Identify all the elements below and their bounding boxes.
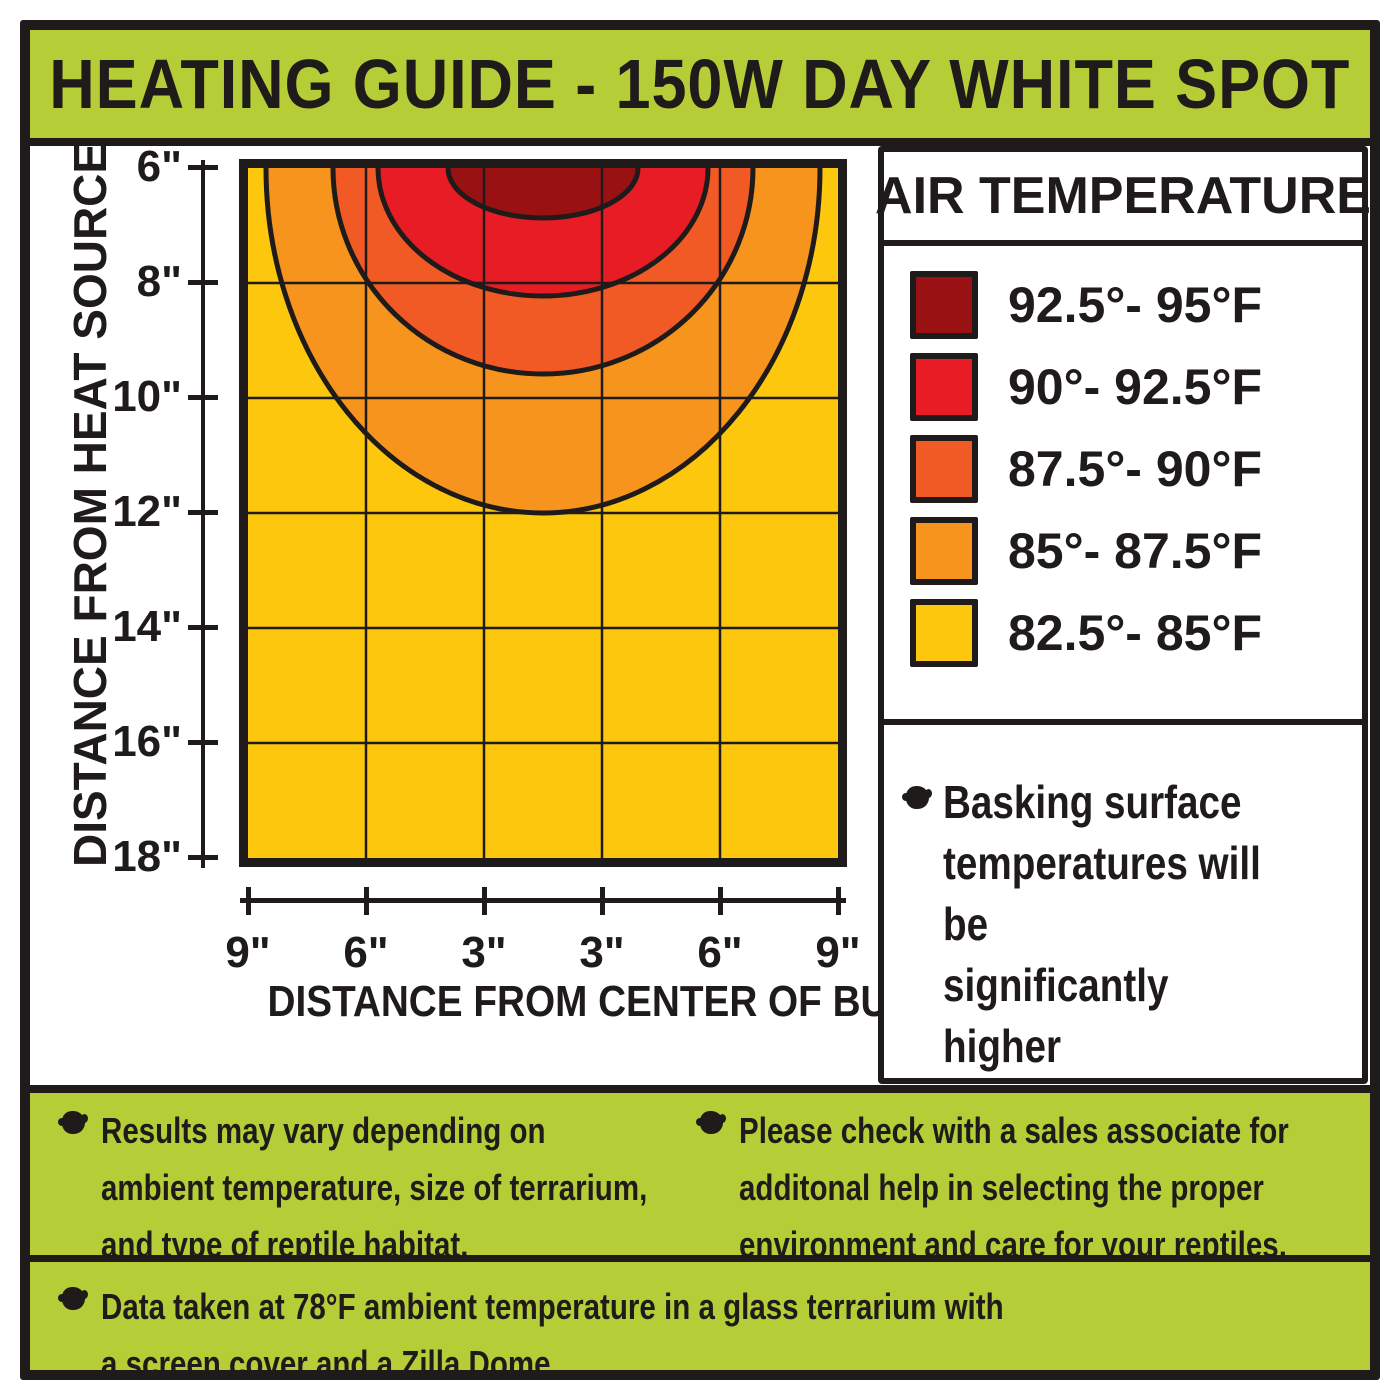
- title-band: HEATING GUIDE - 150W DAY WHITE SPOT: [30, 30, 1370, 146]
- y-tick-10: [188, 395, 218, 400]
- panel-divider: [884, 719, 1362, 725]
- note-band-top: [30, 1085, 1370, 1262]
- y-tick-16: [188, 740, 218, 745]
- x-tick-6: [836, 887, 841, 915]
- page-title: HEATING GUIDE - 150W DAY WHITE SPOT: [49, 45, 1351, 123]
- y-tick-label: 8": [136, 257, 182, 306]
- x-tick-label: 6": [697, 928, 743, 977]
- legend-swatch-87-90: [910, 435, 978, 503]
- legend-rows: 92.5°- 95°F 90°- 92.5°F 87.5°- 90°F 85°-…: [884, 246, 1362, 674]
- legend-row: 92.5°- 95°F: [910, 264, 1362, 346]
- x-tick-label: 9": [225, 928, 271, 977]
- x-axis-label: DISTANCE FROM CENTER OF BULB: [267, 977, 941, 1026]
- y-tick-18: [188, 855, 218, 860]
- legend-row: 90°- 92.5°F: [910, 346, 1362, 428]
- legend-panel: AIR TEMPERATURE 92.5°- 95°F 90°- 92.5°F …: [875, 146, 1371, 1316]
- x-tick-label: 9": [815, 928, 861, 977]
- x-tick-2: [364, 887, 369, 915]
- splat-bullet-icon: [58, 1111, 88, 1134]
- legend-swatch-90-92: [910, 353, 978, 421]
- sales-note: Please check with a sales associate for …: [696, 1102, 1400, 1273]
- legend-row: 82.5°- 85°F: [910, 592, 1362, 674]
- splat-bullet-icon: [58, 1287, 88, 1310]
- legend-range-label: 85°- 87.5°F: [1008, 523, 1263, 579]
- x-tick-label: 3": [579, 928, 625, 977]
- legend-range-label: 90°- 92.5°F: [1008, 359, 1263, 415]
- data-source-note: Data taken at 78°F ambient temperature i…: [58, 1278, 1400, 1392]
- note-band-bottom: [30, 1262, 1370, 1370]
- x-tick-1: [246, 887, 251, 915]
- heatmap-plot: [239, 0, 847, 867]
- legend-row: 85°- 87.5°F: [910, 510, 1362, 592]
- legend-row: 87.5°- 90°F: [910, 428, 1362, 510]
- y-tick-label: 6": [136, 142, 182, 191]
- data-source-note-text: Data taken at 78°F ambient temperature i…: [101, 1286, 1004, 1384]
- x-tick-5: [718, 887, 723, 915]
- legend-range-label: 82.5°- 85°F: [1008, 605, 1263, 661]
- results-note-text: Results may vary depending on ambient te…: [101, 1110, 648, 1265]
- y-tick-8: [188, 280, 218, 285]
- sales-note-text: Please check with a sales associate for …: [739, 1110, 1289, 1265]
- y-tick-label: 10": [112, 372, 182, 421]
- y-tick-label: 14": [112, 602, 182, 651]
- y-tick-12: [188, 510, 218, 515]
- results-note: Results may vary depending on ambient te…: [58, 1102, 901, 1273]
- y-tick-14: [188, 625, 218, 630]
- legend-range-label: 87.5°- 90°F: [1008, 441, 1263, 497]
- legend-range-label: 92.5°- 95°F: [1008, 277, 1263, 333]
- x-tick-label: 6": [343, 928, 389, 977]
- heatmap-svg: [248, 0, 838, 858]
- legend-title: AIR TEMPERATURE: [875, 167, 1371, 225]
- y-tick-label: 18": [112, 832, 182, 881]
- legend-swatch-92-95: [910, 271, 978, 339]
- legend-swatch-82-85: [910, 599, 978, 667]
- y-tick-6: [188, 165, 218, 170]
- x-tick-4: [600, 887, 605, 915]
- legend-header: AIR TEMPERATURE: [875, 152, 1371, 246]
- x-tick-3: [482, 887, 487, 915]
- splat-bullet-icon: [696, 1111, 726, 1134]
- y-tick-label: 16": [112, 717, 182, 766]
- x-tick-label: 3": [461, 928, 507, 977]
- splat-bullet-icon: [902, 786, 932, 809]
- y-tick-label: 12": [112, 487, 182, 536]
- legend-swatch-85-87: [910, 517, 978, 585]
- x-axis-line: [240, 898, 846, 903]
